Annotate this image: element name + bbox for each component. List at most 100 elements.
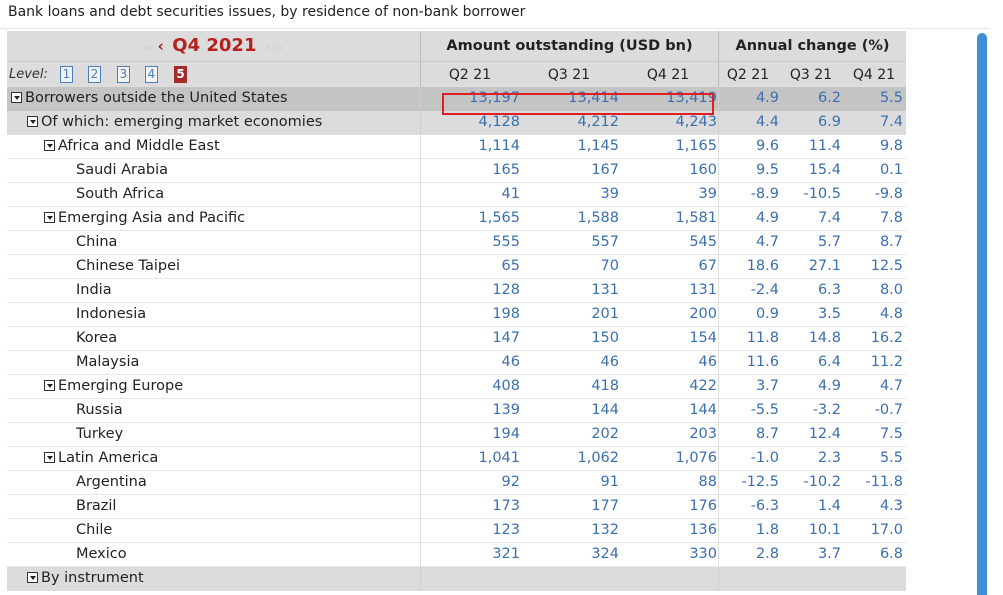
table-row: Chinese Taipei 65 70 67 18.6 27.1 12.5 [7,255,906,279]
data-cell: 144 [591,402,619,418]
data-cell: 144 [689,402,717,418]
pivot-table: ‹‹ ‹ Q4 2021 › ›› Amount outstanding (US… [7,31,906,591]
row-label: Borrowers outside the United States [25,90,288,106]
column-header-change-q4-21[interactable]: Q4 21 [852,67,896,83]
row-header[interactable]: Latin America [44,447,158,470]
data-cell: 557 [591,234,619,250]
collapse-icon[interactable] [44,212,55,223]
column-divider [420,31,421,61]
column-divider [420,567,421,590]
row-header[interactable]: Emerging Asia and Pacific [44,207,245,230]
column-header-change-q3-21[interactable]: Q3 21 [789,67,833,83]
data-cell: 201 [591,306,619,322]
data-cell: 147 [492,330,520,346]
data-cell: 9.6 [755,138,779,154]
data-cell: 13,414 [568,90,619,106]
data-cell: 8.7 [879,234,903,250]
annual-change-header: Annual change (%) [735,38,890,54]
row-header[interactable]: By instrument [27,567,144,590]
previous-period-icon[interactable]: ‹ [157,37,164,55]
data-cell: 165 [492,162,520,178]
collapse-icon[interactable] [27,116,38,127]
row-label: India [76,282,112,298]
row-header[interactable]: Borrowers outside the United States [11,87,288,110]
data-cell: 136 [689,522,717,538]
data-cell: 324 [591,546,619,562]
table-row: South Africa 41 39 39 -8.9 -10.5 -9.8 [7,183,906,207]
row-header: Mexico [76,543,127,566]
data-cell: 128 [492,282,520,298]
level-button-3[interactable]: 3 [117,66,130,83]
data-cell: 3.7 [817,546,841,562]
data-cell: 39 [600,186,619,202]
level-button-4[interactable]: 4 [145,66,158,83]
data-cell: -5.5 [750,402,779,418]
data-cell: 5.5 [879,90,903,106]
data-cell: 13,419 [666,90,717,106]
data-cell: 177 [591,498,619,514]
column-header-amount-q3-21[interactable]: Q3 21 [547,67,591,83]
column-divider [420,135,421,158]
column-header-change-q2-21[interactable]: Q2 21 [726,67,770,83]
data-cell: 8.0 [879,282,903,298]
column-divider [420,111,421,134]
level-button-1[interactable]: 1 [60,66,73,83]
next-period-icon[interactable]: › [264,41,270,54]
data-cell: 545 [689,234,717,250]
row-header: Malaysia [76,351,139,374]
data-cell: 7.4 [817,210,841,226]
row-header[interactable]: Emerging Europe [44,375,183,398]
data-cell: 46 [600,354,619,370]
data-cell: 1,588 [577,210,619,226]
row-header: Chinese Taipei [76,255,180,278]
data-cell: 422 [689,378,717,394]
row-header[interactable]: Of which: emerging market economies [27,111,322,134]
level-button-2[interactable]: 2 [88,66,101,83]
table-row: Argentina 92 91 88 -12.5 -10.2 -11.8 [7,471,906,495]
collapse-icon[interactable] [44,452,55,463]
data-cell: 6.9 [817,114,841,130]
table-row: Chile 123 132 136 1.8 10.1 17.0 [7,519,906,543]
data-cell: 17.0 [870,522,903,538]
data-cell: 41 [501,186,520,202]
collapse-icon[interactable] [44,140,55,151]
table-row: Borrowers outside the United States 13,19… [7,87,906,111]
scrollbar-thumb[interactable] [977,33,987,595]
row-label: South Africa [76,186,165,202]
data-cell: 9.5 [755,162,779,178]
table-row: Malaysia 46 46 46 11.6 6.4 11.2 [7,351,906,375]
collapse-icon[interactable] [44,380,55,391]
data-cell: 1,062 [577,450,619,466]
data-cell: 6.8 [879,546,903,562]
column-divider [718,231,719,254]
column-header-amount-q4-21[interactable]: Q4 21 [646,67,690,83]
table-row: Of which: emerging market economies 4,128… [7,111,906,135]
column-divider [420,519,421,542]
data-cell: 0.1 [879,162,903,178]
column-divider [718,543,719,566]
data-cell: 3.7 [755,378,779,394]
row-header[interactable]: Africa and Middle East [44,135,220,158]
data-cell: 160 [689,162,717,178]
table-row: Saudi Arabia 165 167 160 9.5 15.4 0.1 [7,159,906,183]
column-header-amount-q2-21[interactable]: Q2 21 [448,67,492,83]
level-button-5[interactable]: 5 [174,66,187,83]
column-divider [718,279,719,302]
row-label: Argentina [76,474,147,490]
last-period-icon[interactable]: ›› [273,41,283,54]
first-period-icon[interactable]: ‹‹ [144,41,154,54]
data-cell: 14.8 [808,330,841,346]
period-selector: ‹‹ ‹ Q4 2021 › ›› [7,31,420,61]
data-cell: 7.4 [879,114,903,130]
data-cell: 321 [492,546,520,562]
data-cell: 5.7 [817,234,841,250]
data-cell: 198 [492,306,520,322]
collapse-icon[interactable] [27,572,38,583]
data-cell: 39 [698,186,717,202]
data-cell: 11.2 [870,354,903,370]
data-cell: 0.9 [755,306,779,322]
table-row: Turkey 194 202 203 8.7 12.4 7.5 [7,423,906,447]
data-cell: 176 [689,498,717,514]
data-cell: 8.7 [755,426,779,442]
collapse-icon[interactable] [11,92,22,103]
